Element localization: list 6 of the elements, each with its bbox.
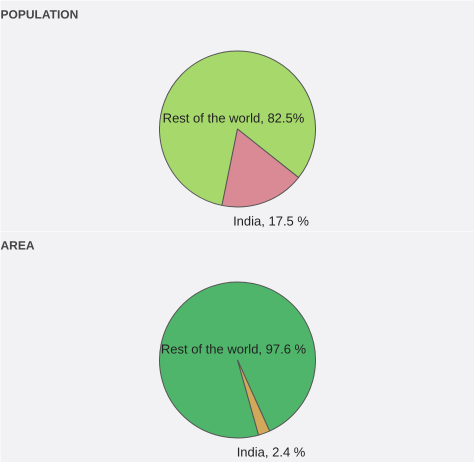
slice-label: Rest of the world, 97.6 %	[160, 342, 307, 357]
text: POPULATION	[0, 8, 78, 22]
text: AREA	[0, 238, 35, 252]
slice-label: Rest of the world, 82.5%	[162, 110, 305, 126]
slice-label: India, 2.4 %	[236, 444, 306, 460]
slice-label: India, 17.5 %	[233, 214, 310, 229]
